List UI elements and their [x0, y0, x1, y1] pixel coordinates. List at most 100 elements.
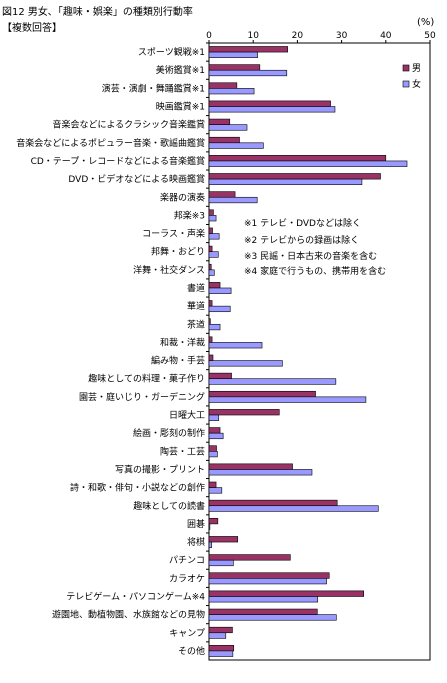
bar-female — [208, 342, 263, 349]
category-label: キャンプ — [169, 628, 205, 639]
x-tick-label: 10 — [247, 31, 259, 41]
bar-female — [208, 451, 218, 458]
bar-male — [208, 372, 232, 380]
category-label: 音楽会などによるポピュラー音楽・歌謡曲鑑賞 — [16, 137, 205, 149]
category-label: DVD・ビデオなどによる映画鑑賞 — [68, 173, 205, 185]
category-label: 園芸・庭いじり・ガーデニング — [79, 391, 205, 403]
x-tick-label: 40 — [380, 31, 392, 41]
category-label: CD・テープ・レコードなどによる音楽鑑賞 — [31, 155, 205, 167]
legend-swatch-male — [402, 64, 410, 72]
bar-male — [208, 209, 214, 216]
bar-male — [208, 336, 213, 343]
x-tick-label: 30 — [336, 31, 348, 41]
legend-label-male: 男 — [412, 63, 421, 74]
category-label: 将棋 — [187, 536, 205, 548]
bar-female — [208, 251, 219, 258]
category-label: 日曜大工 — [169, 409, 205, 421]
bar-female — [208, 396, 367, 403]
bar-male — [208, 554, 291, 561]
bar-female — [208, 632, 227, 639]
bar-male — [208, 318, 211, 325]
bar-male — [208, 100, 331, 107]
bar-female — [208, 106, 336, 113]
x-tick-label: 0 — [206, 31, 212, 41]
bar-male — [208, 645, 235, 652]
footnote-4: ※4 家庭で行うもの、携帯用を含む — [244, 265, 386, 277]
category-label: 写真の撮影・プリント — [115, 463, 205, 475]
footnote-1: ※1 テレビ・DVDなどは除く — [244, 217, 361, 229]
unit-label: (%) — [417, 17, 435, 28]
bar-male — [208, 463, 293, 470]
category-label: テレビゲーム・パソコンゲーム※4 — [66, 590, 205, 602]
bar-female — [208, 124, 248, 131]
legend-swatch-female — [402, 80, 410, 88]
bar-female — [208, 469, 313, 476]
bar-female — [208, 487, 223, 494]
chart-subtitle: 【複数回答】 — [2, 23, 62, 34]
bar-male — [208, 64, 261, 71]
bar-male — [208, 481, 217, 488]
category-label: 邦舞・おどり — [151, 246, 205, 258]
bar-male — [208, 263, 212, 271]
category-label: 遊園地、動植物園、水族館などの見物 — [52, 609, 205, 621]
bar-female — [208, 414, 220, 421]
bar-female — [208, 196, 258, 204]
bar-male — [208, 282, 221, 289]
bar-male — [208, 227, 213, 234]
bar-male — [208, 427, 221, 434]
bar-male — [208, 608, 318, 615]
category-label: パチンコ — [169, 555, 205, 566]
legend-label-female: 女 — [412, 78, 421, 90]
category-label: 詩・和歌・俳句・小説などの創作 — [70, 482, 205, 494]
bar-male — [208, 191, 236, 198]
bar-female — [208, 523, 211, 530]
category-label: 囲碁 — [187, 518, 205, 530]
bar-female — [208, 505, 379, 512]
bar-female — [208, 578, 327, 585]
bar-male — [208, 517, 219, 525]
x-tick-label: 50 — [424, 31, 436, 41]
category-label: 美術鑑賞※1 — [156, 64, 205, 76]
bar-male — [208, 445, 217, 452]
bar-male — [208, 155, 387, 162]
bar-male — [208, 300, 213, 307]
category-label: カラオケ — [169, 573, 205, 584]
bar-male — [208, 82, 238, 89]
bar-male — [208, 354, 214, 361]
bar-male — [208, 572, 330, 579]
bar-female — [208, 233, 220, 240]
bar-male — [208, 173, 381, 180]
bar-female — [208, 559, 234, 567]
category-label: 編み物・手芸 — [151, 355, 205, 367]
category-label: 洋舞・社交ダンス — [133, 264, 205, 276]
bar-male — [208, 499, 338, 507]
bar-male — [208, 46, 288, 53]
bar-female — [208, 650, 234, 657]
bar-female — [208, 360, 283, 367]
bar-male — [208, 590, 364, 597]
bar-female — [208, 614, 337, 621]
bar-female — [208, 305, 231, 313]
category-label: 楽器の演奏 — [160, 191, 205, 203]
category-label: 華道 — [187, 300, 205, 312]
category-label: 邦楽※3 — [174, 209, 205, 221]
bar-female — [208, 596, 319, 603]
bar-male — [208, 390, 316, 398]
category-label: 和裁・洋裁 — [160, 336, 205, 348]
plot-frame — [208, 42, 431, 661]
footnote-2: ※2 テレビからの録画は除く — [244, 234, 359, 246]
bar-female — [208, 51, 258, 58]
category-label: 趣味としての読書 — [133, 500, 205, 512]
bar-female — [208, 88, 255, 95]
bar-female — [208, 432, 224, 440]
category-label: 趣味としての料理・菓子作り — [88, 373, 205, 385]
chart-title: 図12 男女､「趣味・娯楽」の種類別行動率 — [2, 7, 193, 18]
category-label: 映画鑑賞※1 — [156, 101, 205, 113]
x-tick-label: 20 — [292, 31, 304, 41]
category-label: 音楽会などによるクラシック音楽鑑賞 — [52, 119, 205, 131]
category-label: スポーツ観戦※1 — [138, 46, 205, 58]
category-label: 茶道 — [187, 318, 205, 330]
bar-female — [208, 160, 408, 167]
category-label: その他 — [178, 645, 205, 657]
